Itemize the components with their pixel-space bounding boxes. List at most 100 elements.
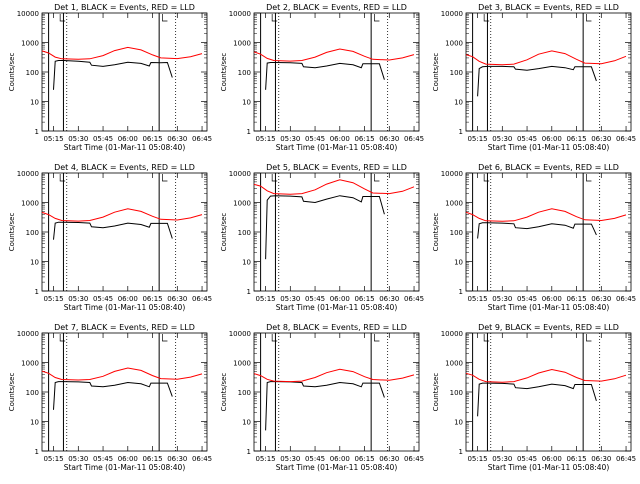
x-tick-label: 06:30 xyxy=(591,455,611,463)
detector-panel: Det 3, BLACK = Events, RED = LLD 1 10 100 10… xyxy=(432,3,636,152)
x-tick-label: 05:45 xyxy=(305,295,325,303)
lld-series-line xyxy=(253,48,415,62)
top-marker xyxy=(586,14,592,22)
y-tick-label: 100 xyxy=(450,229,463,237)
plot-frame xyxy=(41,172,208,292)
y-axis-label: Counts/sec xyxy=(8,213,16,252)
top-marker xyxy=(483,334,490,342)
panel-title: Det 9, BLACK = Events, RED = LLD xyxy=(478,323,619,332)
top-marker xyxy=(162,334,168,342)
y-tick-label: 10 xyxy=(242,419,251,427)
y-tick-label: 10000 xyxy=(17,330,39,338)
events-series-line xyxy=(265,195,385,260)
detector-panel: Det 2, BLACK = Events, RED = LLD 1 10 100 10… xyxy=(220,3,424,152)
x-tick-label: 06:45 xyxy=(616,455,636,463)
y-tick-label: 10000 xyxy=(441,330,463,338)
y-tick-label: 100 xyxy=(26,229,39,237)
x-tick-label: 05:30 xyxy=(280,455,300,463)
y-tick-label: 100 xyxy=(26,69,39,77)
y-tick-label: 10000 xyxy=(17,10,39,18)
x-tick-label: 05:15 xyxy=(255,455,275,463)
y-tick-label: 10000 xyxy=(229,10,251,18)
plot-frame xyxy=(465,172,632,292)
x-tick-label: 06:45 xyxy=(192,135,212,143)
lld-series-line xyxy=(465,50,627,66)
x-tick-label: 06:45 xyxy=(192,295,212,303)
top-marker xyxy=(374,14,380,22)
x-axis-label: Start Time (01-Mar-11 05:08:40) xyxy=(488,143,610,152)
x-tick-label: 06:30 xyxy=(167,295,187,303)
y-tick-label: 100 xyxy=(26,389,39,397)
events-series-line xyxy=(265,381,385,431)
y-tick-label: 100 xyxy=(450,389,463,397)
top-marker xyxy=(586,174,592,182)
x-tick-label: 05:45 xyxy=(305,455,325,463)
x-tick-label: 06:30 xyxy=(379,295,399,303)
x-axis-label: Start Time (01-Mar-11 05:08:40) xyxy=(276,143,398,152)
x-tick-label: 05:15 xyxy=(255,295,275,303)
y-tick-label: 10 xyxy=(30,99,39,107)
detector-panel: Det 4, BLACK = Events, RED = LLD 1 10 100 10… xyxy=(8,163,212,312)
x-tick-label: 06:15 xyxy=(142,295,162,303)
plot-frame xyxy=(41,332,208,452)
y-tick-label: 1 xyxy=(459,448,463,456)
x-tick-label: 06:00 xyxy=(118,135,138,143)
top-marker xyxy=(59,14,66,22)
x-tick-label: 05:45 xyxy=(93,295,113,303)
plot-frame xyxy=(253,332,420,452)
x-tick-label: 05:30 xyxy=(492,295,512,303)
top-marker xyxy=(483,174,490,182)
top-marker xyxy=(59,174,66,182)
x-axis-label: Start Time (01-Mar-11 05:08:40) xyxy=(488,463,610,472)
x-tick-label: 06:30 xyxy=(167,455,187,463)
y-tick-label: 10000 xyxy=(441,170,463,178)
x-axis-label: Start Time (01-Mar-11 05:08:40) xyxy=(64,463,186,472)
top-marker xyxy=(586,334,592,342)
y-tick-label: 1000 xyxy=(445,40,463,48)
y-tick-label: 1000 xyxy=(233,200,251,208)
y-axis-label: Counts/sec xyxy=(432,53,440,92)
x-tick-label: 06:30 xyxy=(379,455,399,463)
x-tick-label: 06:15 xyxy=(142,135,162,143)
top-marker xyxy=(374,334,380,342)
y-axis-label: Counts/sec xyxy=(432,373,440,412)
x-tick-label: 05:15 xyxy=(467,295,487,303)
x-tick-label: 05:15 xyxy=(43,455,63,463)
x-tick-label: 05:45 xyxy=(517,295,537,303)
events-series-line xyxy=(53,381,173,410)
y-tick-label: 10 xyxy=(454,99,463,107)
panel-title: Det 8, BLACK = Events, RED = LLD xyxy=(266,323,407,332)
x-tick-label: 06:00 xyxy=(542,455,562,463)
y-tick-label: 10 xyxy=(30,419,39,427)
y-tick-label: 1000 xyxy=(445,360,463,368)
y-axis-label: Counts/sec xyxy=(8,373,16,412)
plot-frame xyxy=(465,332,632,452)
detector-panel: Det 1, BLACK = Events, RED = LLD 1 10 100 10… xyxy=(8,3,212,152)
x-tick-label: 05:45 xyxy=(517,135,537,143)
lld-series-line xyxy=(465,368,627,383)
y-tick-label: 10 xyxy=(242,259,251,267)
x-tick-label: 06:00 xyxy=(118,295,138,303)
y-tick-label: 10000 xyxy=(229,330,251,338)
x-tick-label: 06:00 xyxy=(330,455,350,463)
events-series-line xyxy=(477,65,597,97)
y-tick-label: 1 xyxy=(35,128,39,136)
x-tick-label: 06:30 xyxy=(167,135,187,143)
x-tick-label: 05:15 xyxy=(43,135,63,143)
detector-panel: Det 8, BLACK = Events, RED = LLD 1 10 100 10… xyxy=(220,323,424,472)
lld-series-line xyxy=(41,46,203,60)
x-tick-label: 05:45 xyxy=(93,135,113,143)
x-tick-label: 06:15 xyxy=(566,295,586,303)
panel-title: Det 2, BLACK = Events, RED = LLD xyxy=(266,3,407,12)
x-tick-label: 06:30 xyxy=(379,135,399,143)
events-series-line xyxy=(53,60,173,90)
y-tick-label: 1000 xyxy=(445,200,463,208)
x-tick-label: 05:30 xyxy=(492,135,512,143)
lld-series-line xyxy=(41,208,203,222)
x-tick-label: 06:00 xyxy=(330,135,350,143)
x-tick-label: 06:00 xyxy=(542,135,562,143)
panel-title: Det 6, BLACK = Events, RED = LLD xyxy=(478,163,619,172)
y-tick-label: 1000 xyxy=(233,360,251,368)
